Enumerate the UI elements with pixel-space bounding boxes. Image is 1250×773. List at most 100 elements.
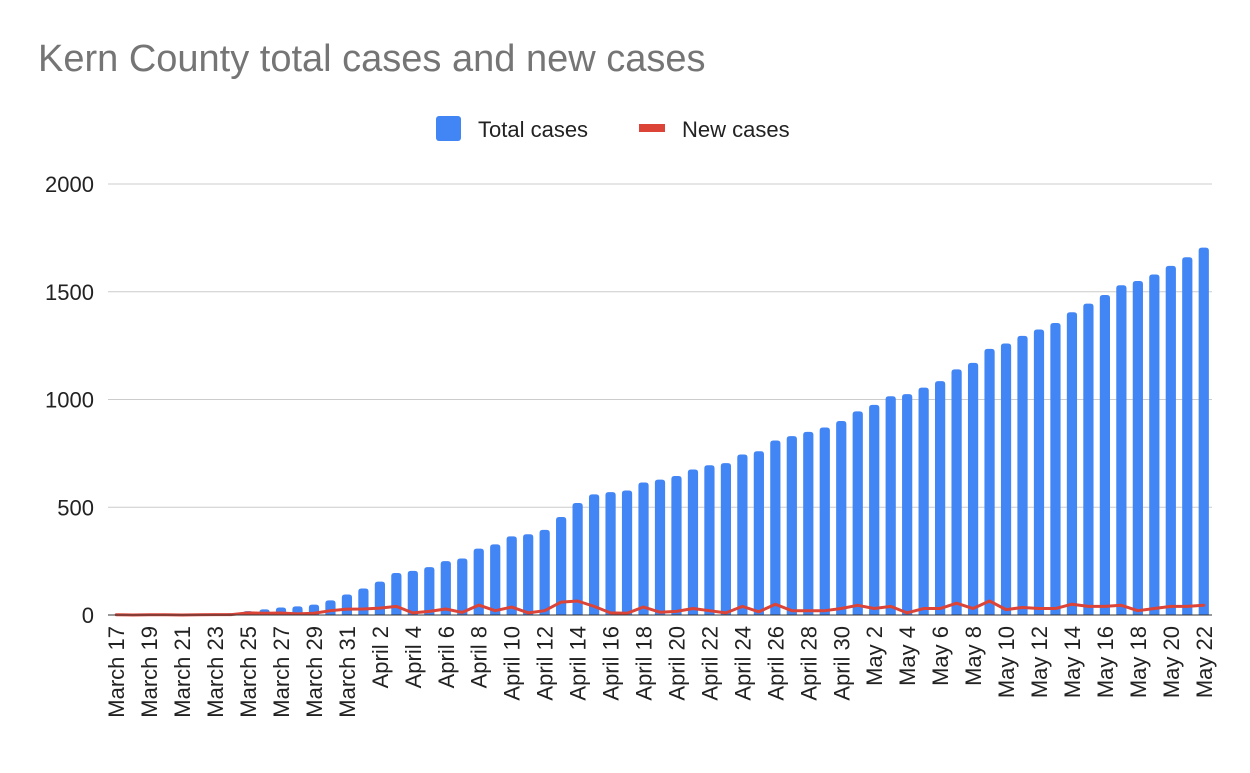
bar [967,362,979,615]
bar [1066,312,1078,615]
x-tick-label: May 16 [1093,626,1118,698]
bar [1116,285,1127,615]
x-tick-label: May 20 [1159,626,1184,698]
bar [984,348,995,615]
bar [819,427,830,615]
bar [1099,294,1111,615]
bar [1132,280,1143,615]
bar [1165,265,1176,615]
bar [852,411,863,615]
bar [605,492,616,615]
x-tick-label: April 28 [796,626,821,701]
x-tick-label: March 25 [236,626,261,718]
bar [407,570,418,615]
bar [1000,343,1012,615]
bar [704,465,715,615]
x-tick-label: April 2 [368,626,393,688]
y-tick-label: 0 [82,603,94,628]
x-tick-label: April 16 [599,626,624,701]
x-tick-label: May 12 [1027,626,1052,698]
x-tick-label: March 27 [269,626,294,718]
bar [885,396,896,615]
bar [786,436,797,615]
bar [1198,247,1209,615]
bar [539,529,550,615]
x-tick-label: March 17 [104,626,129,718]
bar [869,404,880,615]
x-tick-label: March 31 [335,626,360,718]
chart-title: Kern County total cases and new cases [38,38,706,80]
x-tick-label: May 8 [961,626,986,686]
bar [720,463,732,615]
bar [951,369,962,615]
bar [556,516,567,615]
bar [687,469,699,615]
x-tick-label: April 20 [664,626,689,701]
bar [341,594,353,615]
new-cases-line [114,599,1206,617]
x-tick-label: April 14 [566,626,591,701]
x-tick-label: May 10 [994,626,1019,698]
legend-swatch-total-cases [436,116,461,141]
x-tick-label: April 10 [500,626,525,701]
bar [918,387,929,615]
x-tick-label: March 19 [137,626,162,718]
axis-layer: 0 500 1000 1500 2000 March 17 March 19 March 21… [45,172,1217,718]
x-tick-label: March 21 [170,626,195,718]
bar-layer [111,247,1209,616]
bar [506,536,517,615]
bar [1050,322,1061,615]
bar [770,440,781,615]
x-tick-label: April 22 [697,626,722,701]
x-tick-label: April 30 [829,626,854,701]
bar [902,394,913,615]
bar [572,502,583,615]
x-tick-label: May 4 [895,626,920,686]
bar [424,567,435,615]
x-tick-label: April 18 [632,626,657,701]
y-tick-label: 500 [57,495,94,520]
bar [836,421,847,615]
x-tick-label: April 6 [434,626,459,688]
bar [523,534,534,615]
bar [325,600,336,615]
x-tick-label: April 24 [730,626,755,701]
bar [654,479,666,615]
legend-label-new-cases: New cases [682,117,790,142]
bar [1017,335,1028,615]
x-tick-label: April 4 [401,626,426,688]
bar [737,454,748,615]
bar [490,544,501,615]
legend-swatch-new-cases [639,124,665,132]
x-tick-label: May 2 [862,626,887,686]
bar [935,381,946,615]
legend: Total cases New cases [436,116,790,142]
x-tick-label: May 18 [1126,626,1151,698]
bar [457,558,468,615]
x-tick-label: April 12 [533,626,558,701]
y-tick-label: 1500 [45,280,94,305]
x-tick-label: April 8 [467,626,492,688]
bar [621,490,633,615]
y-tick-label: 2000 [45,172,94,197]
bar [1182,257,1193,615]
bar [358,588,369,615]
y-tick-label: 1000 [45,388,94,413]
bar [753,451,764,615]
x-tick-label: March 29 [302,626,327,718]
x-tick-label: May 22 [1192,626,1217,698]
bar [473,548,484,615]
bar [1149,274,1160,615]
bar [1033,329,1045,615]
bar [638,482,649,615]
bar [588,494,600,615]
bar [1083,303,1094,615]
x-tick-label: May 14 [1060,626,1085,698]
x-tick-label: March 23 [203,626,228,718]
x-tick-label: May 6 [928,626,953,686]
bar [374,581,385,615]
bar [391,572,402,615]
line-layer [114,599,1206,617]
